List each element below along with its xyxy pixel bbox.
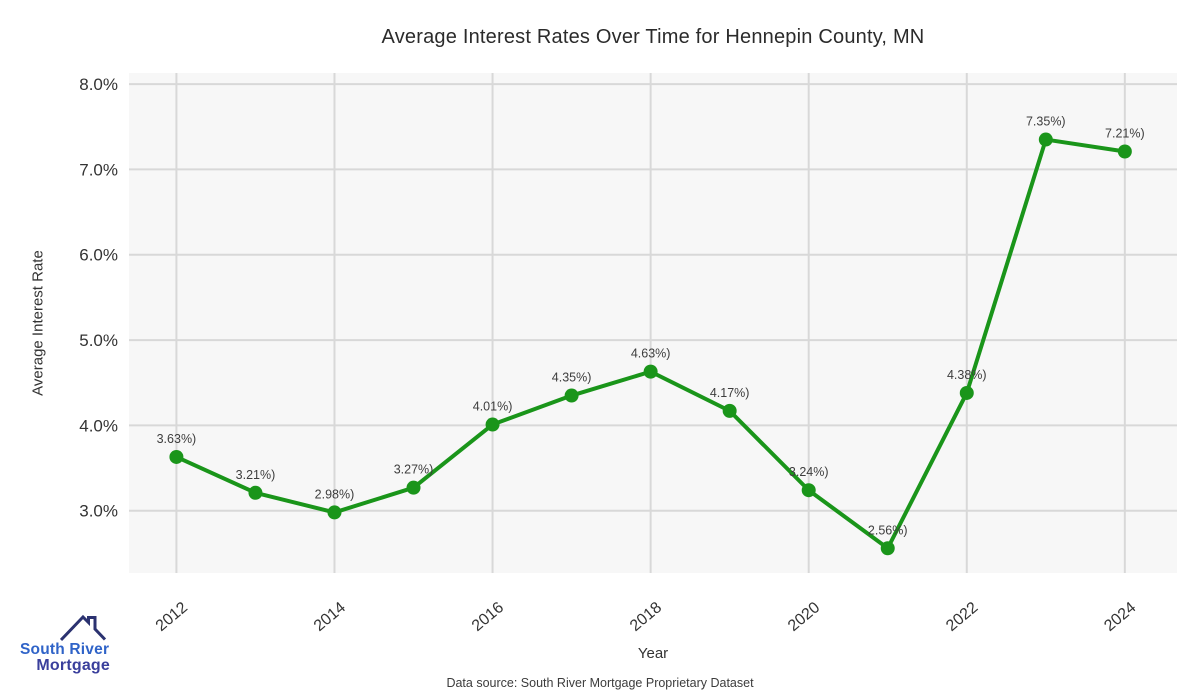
x-tick-label: 2024 [1101, 599, 1139, 635]
y-tick-label: 8.0% [79, 75, 118, 94]
data-point [248, 485, 263, 500]
data-point [485, 417, 500, 432]
y-tick-label: 3.0% [79, 502, 118, 521]
data-point [406, 480, 421, 495]
data-point-label: 2.98%) [315, 487, 355, 501]
logo-text-south-river: South River [20, 641, 110, 658]
data-point [880, 541, 895, 556]
x-tick-label: 2018 [627, 599, 665, 635]
y-tick-label: 4.0% [79, 416, 118, 435]
data-point [643, 364, 658, 379]
house-roof-icon [60, 614, 107, 642]
data-point-label: 4.38%) [947, 368, 987, 382]
data-point [801, 483, 816, 498]
x-tick-label: 2016 [469, 599, 507, 635]
data-point-label: 4.01%) [473, 400, 513, 414]
data-point [722, 403, 737, 418]
y-tick-label: 6.0% [79, 246, 118, 265]
data-point [1117, 144, 1132, 159]
data-point-label: 3.63%) [157, 432, 197, 446]
data-point-label: 3.27%) [394, 463, 434, 477]
data-point-label: 7.35%) [1026, 115, 1066, 129]
data-point-label: 7.21%) [1105, 126, 1145, 140]
logo-text-mortgage: Mortgage [36, 657, 110, 674]
data-point [169, 449, 184, 464]
x-tick-label: 2020 [785, 599, 823, 635]
data-point [564, 388, 579, 403]
data-point [959, 385, 974, 400]
data-point-label: 4.35%) [552, 371, 592, 385]
x-tick-label: 2014 [311, 599, 349, 635]
chart-title: Average Interest Rates Over Time for Hen… [381, 26, 925, 48]
data-point [1038, 132, 1053, 147]
x-tick-label: 2022 [943, 599, 981, 635]
y-tick-label: 5.0% [79, 331, 118, 350]
plot-background [129, 73, 1177, 573]
data-point [327, 505, 342, 520]
y-tick-label: 7.0% [79, 160, 118, 179]
x-axis-label: Year [637, 645, 669, 662]
data-point-label: 4.63%) [631, 347, 671, 361]
south-river-mortgage-logo: South River Mortgage [20, 612, 112, 678]
data-point-label: 4.17%) [710, 386, 750, 400]
data-point-label: 2.56%) [868, 523, 908, 537]
data-point-label: 3.21%) [236, 468, 276, 482]
x-tick-label: 2012 [153, 599, 191, 635]
data-source-note: Data source: South River Mortgage Propri… [446, 676, 754, 690]
data-point-label: 3.24%) [789, 465, 829, 479]
